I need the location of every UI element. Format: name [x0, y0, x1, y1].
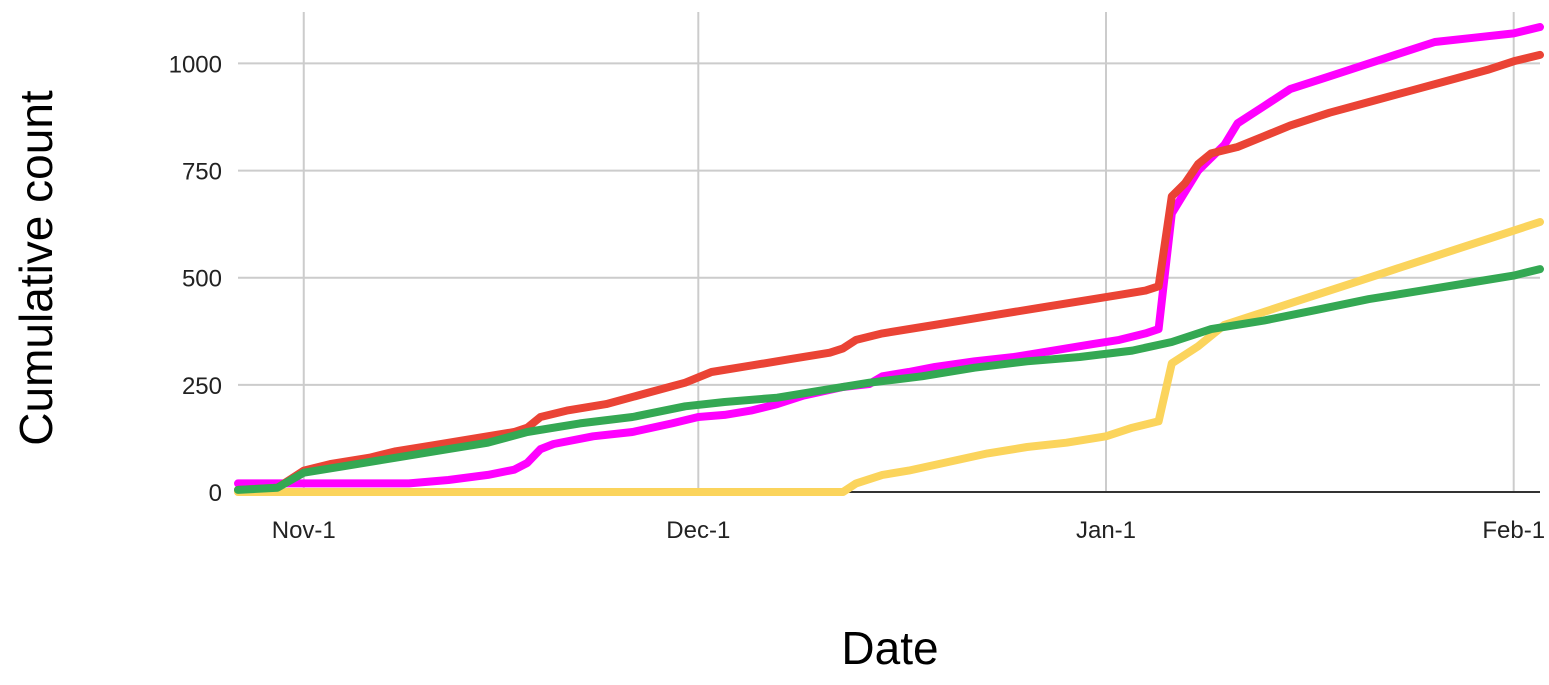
- x-axis-title: Date: [841, 622, 938, 674]
- y-tick-label: 1000: [169, 51, 222, 78]
- series-line-2: [234, 50, 1544, 494]
- series-line-3: [234, 218, 1544, 496]
- series-line-4: [234, 265, 1544, 494]
- y-tick-label: 500: [182, 266, 222, 293]
- y-axis-title: Cumulative count: [10, 90, 62, 446]
- x-tick-label: Jan-1: [1076, 517, 1136, 544]
- x-tick-label: Nov-1: [272, 517, 336, 544]
- y-tick-label: 750: [182, 159, 222, 186]
- x-tick-label: Feb-1: [1482, 517, 1545, 544]
- series-line-1: [234, 23, 1544, 488]
- y-tick-label: 250: [182, 373, 222, 400]
- x-tick-label: Dec-1: [666, 517, 730, 544]
- series-lines: [234, 23, 1544, 496]
- tick-labels: 0 250 500 750 1000 Nov-1 Dec-1 Jan-1 Feb-1: [169, 51, 1545, 544]
- y-tick-label: 0: [209, 480, 222, 507]
- gridlines: [238, 12, 1540, 493]
